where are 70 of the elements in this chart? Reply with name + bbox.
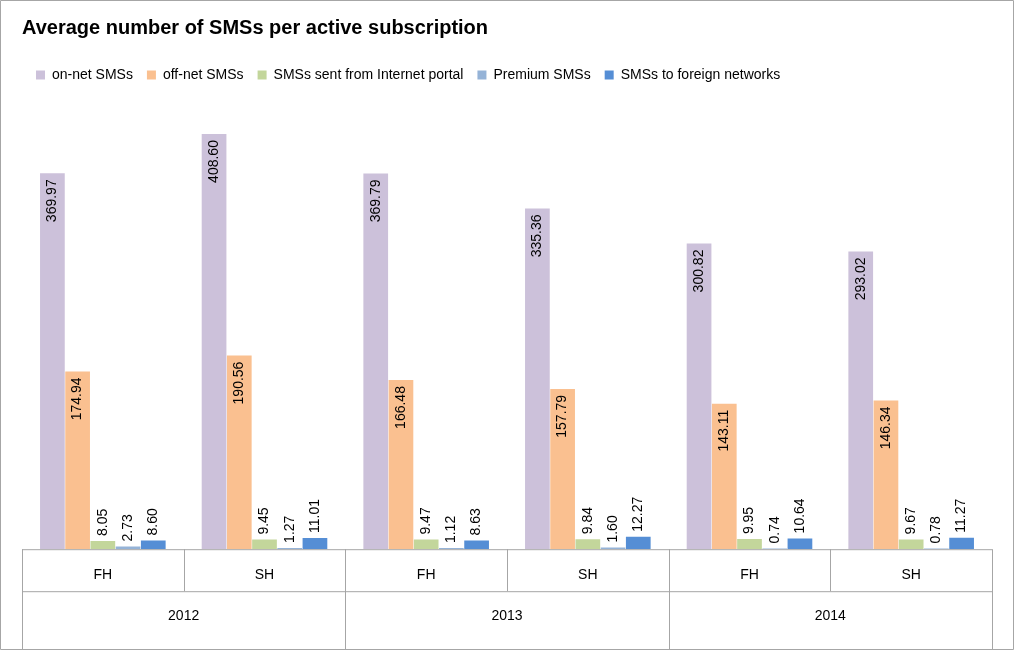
data-label: 369.79: [366, 179, 383, 223]
bar: [525, 208, 550, 550]
bar: [252, 539, 277, 550]
bar: [873, 400, 899, 550]
data-label: 369.97: [43, 179, 60, 223]
bar: [464, 540, 489, 550]
data-label: 157.79: [553, 394, 570, 438]
data-label: 0.78: [927, 515, 944, 544]
data-label: 1.27: [280, 515, 297, 543]
data-label: 335.36: [528, 214, 545, 258]
data-label: 0.74: [765, 515, 782, 544]
bar: [201, 134, 227, 550]
bar: [787, 538, 813, 550]
x-tick-label: SH: [901, 566, 921, 583]
data-label: 9.84: [578, 506, 595, 535]
data-label: 146.34: [876, 406, 893, 450]
text: 2012: [168, 607, 200, 624]
bar: [550, 388, 575, 550]
bar: [686, 243, 712, 550]
x-tick-label: FH: [740, 566, 759, 583]
data-label: 8.60: [144, 508, 161, 536]
data-label: 8.05: [93, 508, 110, 537]
bar: [90, 541, 116, 550]
bar: [737, 539, 762, 550]
data-label: 8.63: [467, 507, 484, 536]
bar: [413, 539, 439, 550]
data-label: 190.56: [230, 361, 247, 405]
data-label: 9.95: [740, 506, 757, 535]
text: 2013: [491, 607, 523, 624]
data-label: 9.47: [417, 507, 434, 535]
data-label: 10.64: [790, 498, 807, 534]
bar: [65, 371, 90, 550]
bar: [949, 537, 974, 550]
bar: [115, 546, 141, 550]
bar: [388, 380, 414, 550]
data-label: 2.73: [118, 513, 135, 542]
bar: [848, 251, 874, 550]
data-label: 143.11: [715, 409, 732, 452]
bar: [625, 536, 651, 550]
bar: [363, 173, 389, 550]
bar: [711, 403, 737, 550]
legend-label: SMSs sent from Internet portal: [273, 65, 464, 82]
data-label: 11.01: [305, 498, 322, 534]
bar: [302, 538, 328, 550]
data-label: 9.45: [255, 507, 272, 535]
bar: [898, 539, 924, 550]
data-label: 9.67: [902, 506, 919, 535]
legend-label: on-net SMSs: [52, 65, 133, 82]
data-label: 408.60: [204, 139, 221, 183]
chart-title: Average number of SMSs per active subscription: [22, 15, 489, 38]
data-label: 1.60: [603, 515, 620, 543]
x-tick-label: FH: [416, 566, 436, 583]
bar: [226, 355, 252, 550]
x-tick-label: FH: [93, 566, 113, 583]
legend-label: off-net SMSs: [162, 65, 244, 82]
data-label: 166.48: [391, 385, 408, 429]
legend-label: Premium SMSs: [493, 65, 591, 82]
data-label: 12.27: [629, 496, 646, 532]
data-label: 1.12: [442, 515, 459, 544]
data-label: 300.82: [689, 249, 706, 293]
data-label: 293.02: [851, 257, 868, 301]
text: 2014: [814, 607, 847, 624]
data-label: 174.94: [68, 377, 85, 421]
bar: [575, 539, 601, 550]
bar: [40, 173, 65, 550]
data-label: 11.27: [952, 498, 969, 533]
legend-label: SMSs to foreign networks: [620, 65, 781, 82]
bar: [140, 540, 166, 550]
x-tick-label: SH: [254, 566, 275, 583]
x-tick-label: SH: [578, 566, 598, 583]
